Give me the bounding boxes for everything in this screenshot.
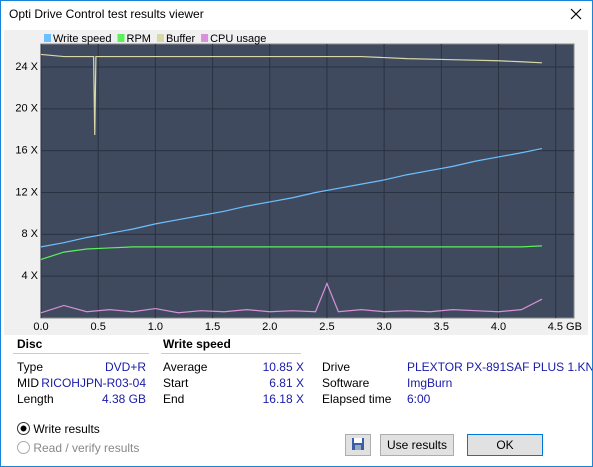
separator bbox=[13, 353, 149, 354]
x-tick-label: 0.0 bbox=[33, 321, 48, 333]
series-line bbox=[40, 245, 543, 261]
section-heading: Write speed bbox=[163, 337, 231, 351]
legend-swatch bbox=[117, 34, 125, 42]
legend-swatch bbox=[44, 34, 51, 42]
x-tick-label: 3.0 bbox=[376, 321, 391, 333]
field-label: Elapsed time bbox=[322, 392, 392, 406]
legend-swatch bbox=[201, 34, 209, 42]
x-tick-label: 3.5 bbox=[434, 321, 449, 333]
legend-label: Buffer bbox=[166, 33, 195, 45]
x-tick-label: 4.0 bbox=[491, 321, 506, 333]
y-tick-label: 4 X bbox=[21, 270, 38, 282]
series-line bbox=[40, 281, 543, 314]
legend-label: Write speed bbox=[53, 33, 112, 45]
field-label: Drive bbox=[322, 360, 351, 374]
y-tick-label: 24 X bbox=[15, 61, 38, 73]
field-label: MID bbox=[17, 376, 39, 390]
y-tick-label: 16 X bbox=[15, 145, 38, 157]
x-tick-label: 1.5 bbox=[205, 321, 220, 333]
save-button[interactable] bbox=[345, 434, 371, 456]
field-label: Type bbox=[17, 360, 44, 374]
ok-button[interactable]: OK bbox=[467, 434, 543, 456]
x-tick-label: 0.5 bbox=[91, 321, 106, 333]
close-button[interactable] bbox=[569, 7, 583, 21]
field-value: RICOHJPN-R03-04 bbox=[41, 376, 146, 390]
window-title: Opti Drive Control test results viewer bbox=[9, 7, 204, 21]
series-line bbox=[40, 53, 543, 135]
separator bbox=[161, 353, 301, 354]
field-value: PLEXTOR PX-891SAF PLUS 1.KN bbox=[407, 360, 593, 374]
legend-label: RPM bbox=[127, 33, 151, 45]
series-line bbox=[40, 147, 543, 248]
x-tick-label: 4.5 GB bbox=[548, 321, 582, 333]
y-tick-label: 12 X bbox=[15, 186, 38, 198]
radio-label: Write results bbox=[33, 422, 100, 436]
field-value: 4.38 GB bbox=[101, 392, 146, 406]
field-value: 10.85 X bbox=[262, 360, 304, 374]
legend-swatch bbox=[156, 34, 164, 42]
field-value: 6.81 X bbox=[269, 376, 304, 390]
legend-label: CPU usage bbox=[210, 33, 266, 45]
section-heading: Disc bbox=[17, 337, 43, 351]
field-label: Average bbox=[163, 360, 208, 374]
field-label: End bbox=[163, 392, 185, 406]
chart: 4 X 8 X 12 X 16 X 20 X 24 X 0.0 0.5 1.0 1.5 2.0 2.5… bbox=[4, 30, 588, 335]
field-label: Start bbox=[163, 376, 189, 390]
x-tick-label: 2.0 bbox=[262, 321, 277, 333]
field-value: 6:00 bbox=[407, 392, 431, 406]
field-value: DVD+R bbox=[104, 360, 146, 374]
radio-write[interactable]: Write results bbox=[17, 422, 100, 436]
radio-label: Read / verify results bbox=[33, 441, 140, 455]
y-tick-label: 8 X bbox=[21, 228, 38, 240]
x-tick-label: 1.0 bbox=[148, 321, 163, 333]
field-label: Software bbox=[322, 376, 370, 390]
field-label: Length bbox=[17, 392, 54, 406]
plot-area bbox=[40, 43, 575, 319]
x-tick-label: 2.5 bbox=[319, 321, 334, 333]
field-value: 16.18 X bbox=[262, 392, 304, 406]
y-tick-label: 20 X bbox=[15, 103, 38, 115]
field-value: ImgBurn bbox=[407, 376, 453, 390]
use-results-button[interactable]: Use results bbox=[380, 434, 454, 456]
radio-read[interactable]: Read / verify results bbox=[17, 441, 139, 455]
